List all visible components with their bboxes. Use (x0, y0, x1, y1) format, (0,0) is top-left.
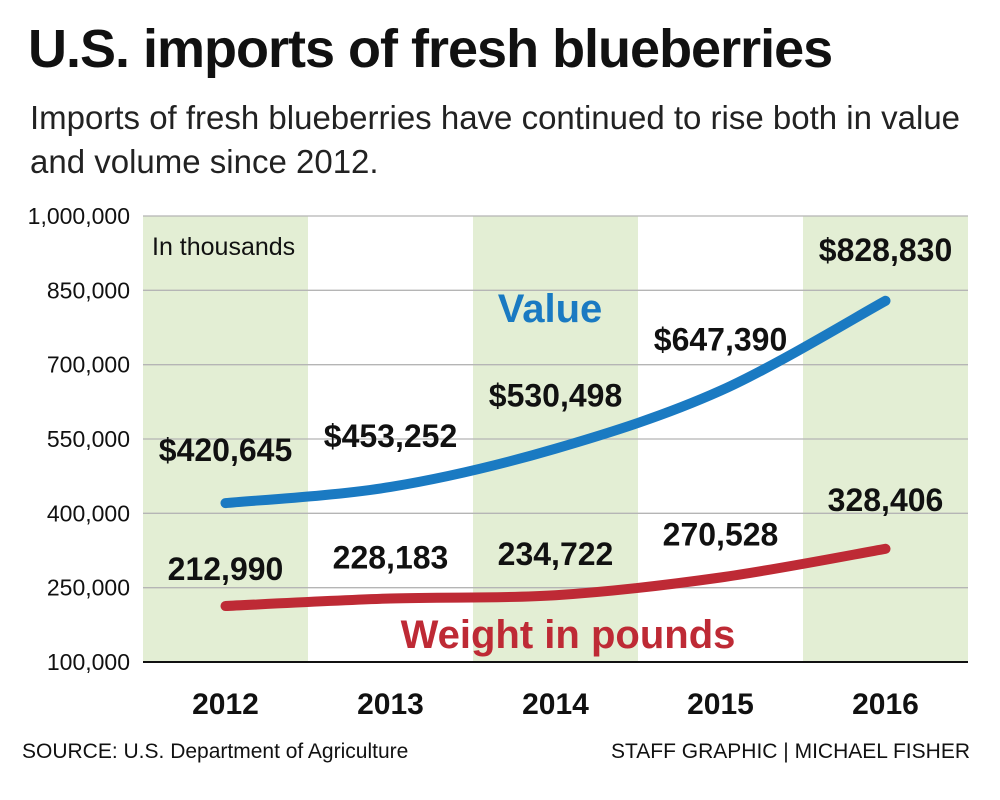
value-data-label: $530,498 (489, 378, 622, 414)
y-tick-label: 850,000 (47, 277, 130, 303)
x-tick-label: 2015 (687, 688, 754, 721)
value-series-line (220, 295, 891, 509)
weight-data-label: 212,990 (168, 551, 284, 587)
legend-value-label: Value (498, 287, 603, 331)
legend-weight-label: Weight in pounds (401, 613, 736, 657)
weight-data-label: 228,183 (333, 539, 449, 575)
x-tick-label: 2012 (192, 688, 259, 721)
source-credit: SOURCE: U.S. Department of Agriculture (22, 740, 409, 763)
weight-data-label: 234,722 (498, 536, 614, 572)
y-tick-label: 700,000 (47, 352, 130, 378)
weight-series-line (220, 543, 891, 612)
value-data-label: $420,645 (159, 432, 292, 468)
series-lines (220, 295, 891, 612)
staff-credit: STAFF GRAPHIC | MICHAEL FISHER (611, 740, 970, 763)
weight-data-label: 270,528 (663, 516, 779, 552)
x-tick-label: 2016 (852, 688, 919, 721)
gridlines (143, 215, 968, 663)
y-tick-label: 250,000 (47, 575, 130, 601)
units-note: In thousands (152, 233, 295, 261)
x-axis-ticks: 2012 2013 2014 2015 2016 (192, 688, 919, 721)
y-tick-label: 1,000,000 (28, 203, 130, 229)
y-tick-label: 400,000 (47, 500, 130, 526)
chart-title: U.S. imports of fresh blueberries (28, 19, 833, 79)
chart-subtitle: Imports of fresh blueberries have contin… (30, 99, 961, 180)
weight-data-label: 328,406 (828, 482, 944, 518)
value-data-label: $828,830 (819, 232, 952, 268)
value-data-label: $453,252 (324, 418, 457, 454)
data-labels: $420,645 $453,252 $530,498 $647,390 $828,830… (159, 232, 952, 587)
x-tick-label: 2014 (522, 688, 589, 721)
x-tick-label: 2013 (357, 688, 424, 721)
y-tick-label: 100,000 (47, 649, 130, 675)
value-data-label: $647,390 (654, 322, 787, 358)
y-axis-ticks: 1,000,000 850,000 700,000 550,000 400,000 250… (28, 203, 130, 675)
y-tick-label: 550,000 (47, 426, 130, 452)
